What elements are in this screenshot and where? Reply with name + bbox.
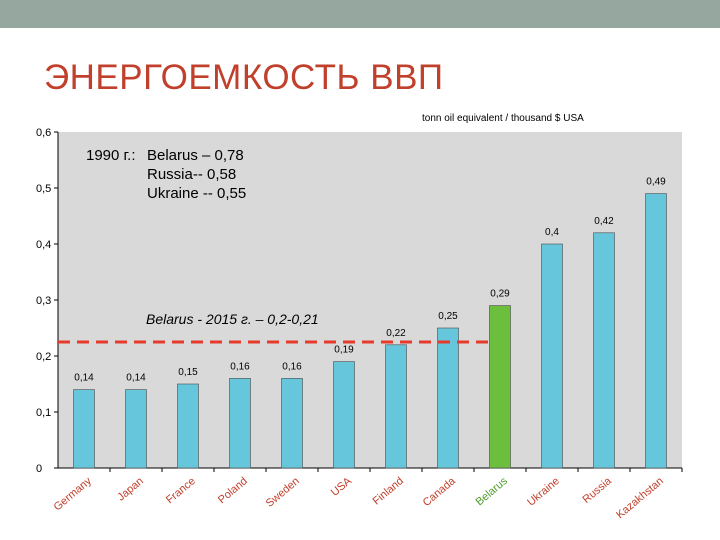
category-label: USA <box>329 475 355 499</box>
category-label: Kazakhstan <box>614 475 666 521</box>
data-label: 0,15 <box>178 367 198 378</box>
category-label: Belarus <box>474 475 511 508</box>
note-1990-label: 1990 г.: <box>86 147 136 164</box>
y-tick-label: 0,5 <box>36 183 51 195</box>
data-label: 0,19 <box>334 345 354 356</box>
category-label: Russia <box>580 475 614 506</box>
y-tick-label: 0,1 <box>36 407 51 419</box>
bar-ukraine <box>541 243 563 469</box>
note-1990-belarus: Belarus – 0,78 <box>147 147 244 164</box>
plot-area <box>58 132 682 468</box>
bar-japan <box>125 389 147 469</box>
y-axis-unit-label: tonn oil equivalent / thousand $ USA <box>422 113 584 124</box>
data-label: 0,49 <box>646 177 666 188</box>
target-2015-label: Belarus - 2015 г. – 0,2-0,21 <box>146 311 319 327</box>
bar-poland <box>229 378 251 469</box>
data-label: 0,4 <box>545 227 559 238</box>
slide-title: ЭНЕРГОЕМКОСТЬ ВВП <box>44 58 444 97</box>
category-label: France <box>164 475 198 506</box>
category-label: Poland <box>216 475 250 506</box>
top-decorative-bar <box>0 0 720 28</box>
bar-france <box>177 383 199 469</box>
data-label: 0,16 <box>282 361 302 372</box>
y-tick-label: 0,3 <box>36 295 51 307</box>
bar-russia <box>593 232 615 469</box>
data-label: 0,14 <box>74 373 94 384</box>
note-1990-ukraine: Ukraine -- 0,55 <box>147 185 247 202</box>
y-tick-label: 0,4 <box>36 239 51 251</box>
category-label: Sweden <box>264 475 302 510</box>
bar-belarus <box>489 305 511 469</box>
data-label: 0,14 <box>126 373 146 384</box>
data-label: 0,25 <box>438 311 458 322</box>
data-label: 0,22 <box>386 328 406 339</box>
bar-canada <box>437 327 459 469</box>
data-label: 0,29 <box>490 289 510 300</box>
category-label: Canada <box>421 475 459 510</box>
category-label: Germany <box>52 475 95 514</box>
category-label: Japan <box>115 475 146 503</box>
category-label: Ukraine <box>525 475 562 509</box>
bar-finland <box>385 344 407 469</box>
bar-kazakhstan <box>645 193 667 469</box>
note-1990-russia: Russia-- 0,58 <box>147 166 237 183</box>
bar-germany <box>73 389 95 469</box>
data-label: 0,16 <box>230 361 250 372</box>
category-label: Finland <box>371 475 406 507</box>
y-tick-label: 0,2 <box>36 351 51 363</box>
y-tick-label: 0,6 <box>36 127 51 139</box>
bar-sweden <box>281 378 303 469</box>
y-tick-label: 0 <box>36 463 42 475</box>
bar-usa <box>333 361 355 469</box>
data-label: 0,42 <box>594 216 614 227</box>
